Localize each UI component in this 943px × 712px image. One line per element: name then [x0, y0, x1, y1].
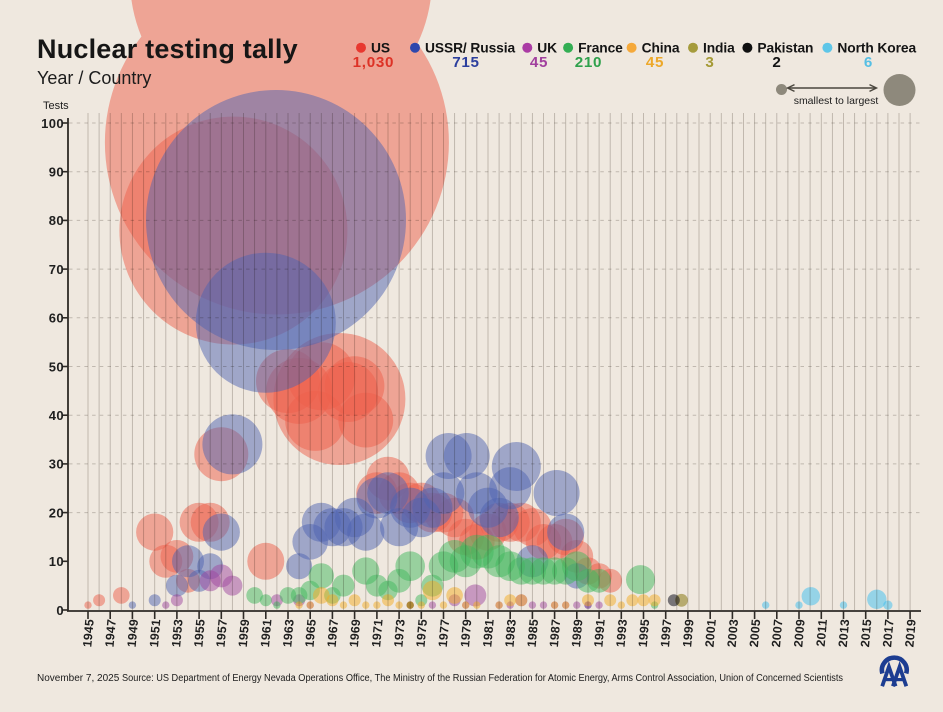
- svg-text:1995: 1995: [636, 619, 652, 648]
- svg-text:November 7, 2025: November 7, 2025: [37, 673, 120, 684]
- svg-text:210: 210: [575, 54, 602, 71]
- svg-text:2005: 2005: [747, 619, 763, 648]
- svg-text:1963: 1963: [280, 619, 296, 648]
- svg-text:1983: 1983: [502, 619, 518, 648]
- svg-text:2011: 2011: [814, 619, 830, 648]
- svg-text:1967: 1967: [325, 619, 341, 648]
- svg-text:40: 40: [49, 408, 64, 423]
- svg-text:45: 45: [646, 54, 664, 71]
- svg-text:0: 0: [56, 603, 64, 618]
- svg-text:30: 30: [49, 457, 64, 472]
- svg-text:1959: 1959: [236, 619, 252, 648]
- svg-text:France: France: [578, 41, 623, 56]
- svg-text:2015: 2015: [858, 619, 874, 648]
- svg-text:10: 10: [49, 554, 64, 569]
- svg-text:1999: 1999: [680, 619, 696, 648]
- svg-text:1955: 1955: [191, 619, 207, 648]
- svg-text:1979: 1979: [458, 619, 474, 648]
- svg-text:1947: 1947: [102, 619, 118, 648]
- svg-text:China: China: [642, 41, 680, 56]
- svg-text:1997: 1997: [658, 619, 674, 648]
- svg-text:1985: 1985: [525, 619, 541, 648]
- svg-text:2: 2: [772, 54, 781, 71]
- svg-text:20: 20: [49, 505, 64, 520]
- svg-text:Source: US Department of Energ: Source: US Department of Energy Nevada O…: [122, 673, 843, 684]
- svg-text:Tests: Tests: [43, 100, 69, 112]
- svg-text:USSR/ Russia: USSR/ Russia: [425, 41, 515, 56]
- svg-text:2017: 2017: [880, 619, 896, 648]
- svg-text:1969: 1969: [347, 619, 363, 648]
- svg-text:6: 6: [864, 54, 873, 71]
- svg-text:Pakistan: Pakistan: [757, 41, 813, 56]
- svg-text:45: 45: [530, 54, 548, 71]
- svg-text:1993: 1993: [614, 619, 630, 648]
- svg-text:60: 60: [49, 311, 64, 326]
- svg-text:1977: 1977: [436, 619, 452, 648]
- svg-text:1,030: 1,030: [353, 54, 395, 71]
- svg-text:1987: 1987: [547, 619, 563, 648]
- svg-text:Nuclear testing tally: Nuclear testing tally: [37, 34, 298, 64]
- svg-text:100: 100: [41, 116, 64, 131]
- svg-text:1957: 1957: [214, 619, 230, 648]
- svg-text:715: 715: [452, 54, 479, 71]
- svg-text:1951: 1951: [147, 619, 163, 648]
- svg-text:1949: 1949: [125, 619, 141, 648]
- svg-text:70: 70: [49, 262, 64, 277]
- svg-text:smallest to largest: smallest to largest: [794, 95, 879, 107]
- svg-text:80: 80: [49, 213, 64, 228]
- svg-text:1991: 1991: [591, 619, 607, 648]
- svg-text:1971: 1971: [369, 619, 385, 648]
- svg-text:3: 3: [705, 54, 714, 71]
- svg-text:1981: 1981: [480, 619, 496, 648]
- svg-text:2019: 2019: [902, 619, 918, 648]
- svg-text:1965: 1965: [302, 619, 318, 648]
- svg-text:90: 90: [49, 165, 64, 180]
- svg-text:UK: UK: [537, 41, 557, 56]
- svg-text:US: US: [371, 41, 390, 56]
- svg-text:2009: 2009: [791, 619, 807, 648]
- svg-text:50: 50: [49, 359, 64, 374]
- svg-text:Year / Country: Year / Country: [37, 68, 151, 88]
- svg-text:2001: 2001: [702, 619, 718, 648]
- svg-text:2007: 2007: [769, 619, 785, 648]
- svg-text:1973: 1973: [391, 619, 407, 648]
- svg-text:North Korea: North Korea: [837, 41, 916, 56]
- svg-text:India: India: [703, 41, 735, 56]
- svg-text:1989: 1989: [569, 619, 585, 648]
- svg-text:1953: 1953: [169, 619, 185, 648]
- svg-text:2003: 2003: [725, 619, 741, 648]
- svg-text:1945: 1945: [80, 619, 96, 648]
- svg-text:1975: 1975: [414, 619, 430, 648]
- svg-text:1961: 1961: [258, 619, 274, 648]
- svg-text:2013: 2013: [836, 619, 852, 648]
